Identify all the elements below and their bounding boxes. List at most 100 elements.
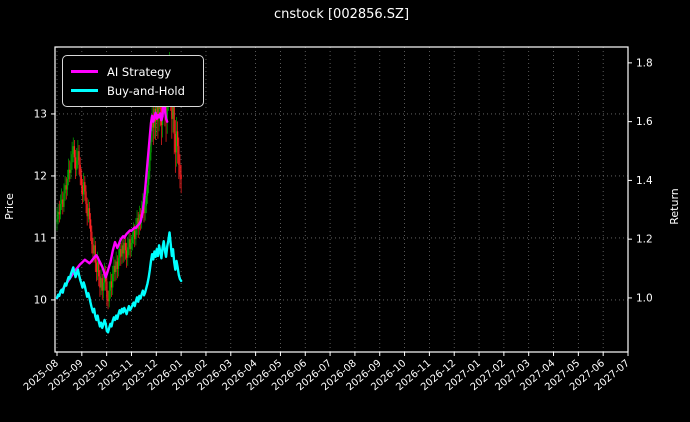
- candle-body: [96, 261, 99, 273]
- candle-body: [123, 242, 125, 254]
- candle-body: [120, 249, 122, 257]
- candle-body: [78, 151, 80, 165]
- legend: AI Strategy Buy-and-Hold: [62, 55, 204, 107]
- candle-body: [122, 245, 124, 254]
- candle-body: [178, 146, 180, 165]
- candle-body: [87, 208, 89, 217]
- candle-body: [99, 276, 101, 288]
- candle-body: [71, 154, 73, 163]
- ai-strategy-line-swatch: [71, 70, 98, 73]
- candle-body: [106, 281, 108, 299]
- candle-body: [89, 219, 92, 232]
- candle-body: [146, 185, 149, 196]
- price-tick-label: 12: [34, 170, 47, 182]
- candle-body: [67, 169, 70, 180]
- candle-body: [124, 242, 127, 251]
- candle-body: [70, 162, 72, 173]
- candle-body: [110, 281, 113, 288]
- candle-body: [76, 160, 78, 170]
- candle-body: [117, 257, 120, 269]
- candle-body: [144, 205, 146, 214]
- candle-body: [108, 290, 110, 302]
- price-tick-label: 13: [34, 108, 47, 120]
- candle-body: [136, 218, 138, 227]
- return-tick-label: 1.6: [636, 116, 653, 128]
- candle-body: [57, 211, 59, 220]
- candle-body: [72, 146, 74, 155]
- candle-body: [79, 164, 81, 176]
- candle-body: [157, 102, 159, 119]
- candle-body: [109, 281, 112, 291]
- candle-body: [93, 245, 95, 254]
- return-tick-label: 1.4: [636, 175, 653, 187]
- candle-body: [91, 231, 93, 245]
- candle-body: [63, 193, 65, 207]
- legend-item-ai-strategy: AI Strategy: [71, 62, 195, 81]
- candle-body: [149, 152, 151, 171]
- legend-item-buy-and-hold: Buy-and-Hold: [71, 81, 195, 100]
- candle-body: [92, 244, 94, 254]
- return-tick-label: 1.2: [636, 234, 653, 246]
- candle-body: [156, 102, 158, 122]
- candle-body: [94, 245, 96, 263]
- candle-body: [59, 203, 62, 215]
- candle-body: [95, 262, 98, 273]
- candle-body: [150, 131, 152, 153]
- candle-body: [118, 249, 121, 258]
- price-axis-label: Price: [2, 193, 16, 220]
- buy-and-hold-line: [55, 231, 183, 334]
- candle-body: [85, 191, 87, 204]
- candle-body: [145, 195, 147, 206]
- candle-body: [73, 146, 76, 158]
- candle-body: [88, 208, 91, 220]
- candle-body: [175, 131, 178, 153]
- candle-body: [128, 239, 130, 248]
- plot-border: [54, 46, 629, 353]
- legend-label: AI Strategy: [107, 64, 172, 79]
- axis-ticks: [51, 62, 632, 356]
- candle-body: [127, 247, 129, 258]
- candle-body: [74, 157, 77, 170]
- candle-body: [83, 182, 85, 195]
- candle-body: [56, 219, 58, 223]
- candle-body: [84, 182, 86, 192]
- ai-strategy-line: [55, 70, 169, 300]
- candle-body: [135, 226, 137, 240]
- candle-body: [121, 245, 123, 257]
- candle-body: [130, 242, 132, 250]
- candle-body: [166, 96, 168, 122]
- candle-body: [100, 278, 102, 288]
- return-tick-label: 1.8: [636, 57, 653, 69]
- candle-body: [174, 133, 176, 153]
- candle-body: [86, 203, 88, 217]
- candle-body: [65, 185, 67, 190]
- candle-body: [177, 131, 179, 147]
- legend-label: Buy-and-Hold: [107, 83, 185, 98]
- candle-body: [114, 265, 116, 273]
- price-tick-label: 10: [34, 294, 47, 306]
- return-tick-label: 1.0: [636, 292, 653, 304]
- price-tick-label: 11: [34, 232, 47, 244]
- candle-body: [107, 298, 109, 302]
- candle-body: [172, 102, 174, 119]
- candle-body: [66, 179, 69, 190]
- candle-body: [60, 199, 63, 204]
- candle-body: [64, 185, 66, 194]
- candle-body: [147, 170, 150, 186]
- candle-body: [179, 164, 181, 175]
- candle-body: [115, 261, 117, 273]
- chart-title: cnstock [002856.SZ]: [273, 7, 410, 22]
- candle-body: [112, 273, 114, 288]
- buy-and-hold-line-swatch: [71, 89, 98, 92]
- candle-body: [81, 185, 84, 195]
- candle-body: [129, 239, 131, 250]
- candle-body: [102, 282, 105, 291]
- candle-body: [125, 250, 128, 258]
- candle-body: [101, 278, 103, 291]
- candle-body: [98, 261, 100, 277]
- candle-body: [58, 211, 60, 215]
- return-axis-label: Return: [667, 188, 681, 225]
- candle-body: [77, 151, 79, 161]
- candle-body: [113, 265, 115, 274]
- candle-body: [134, 230, 136, 240]
